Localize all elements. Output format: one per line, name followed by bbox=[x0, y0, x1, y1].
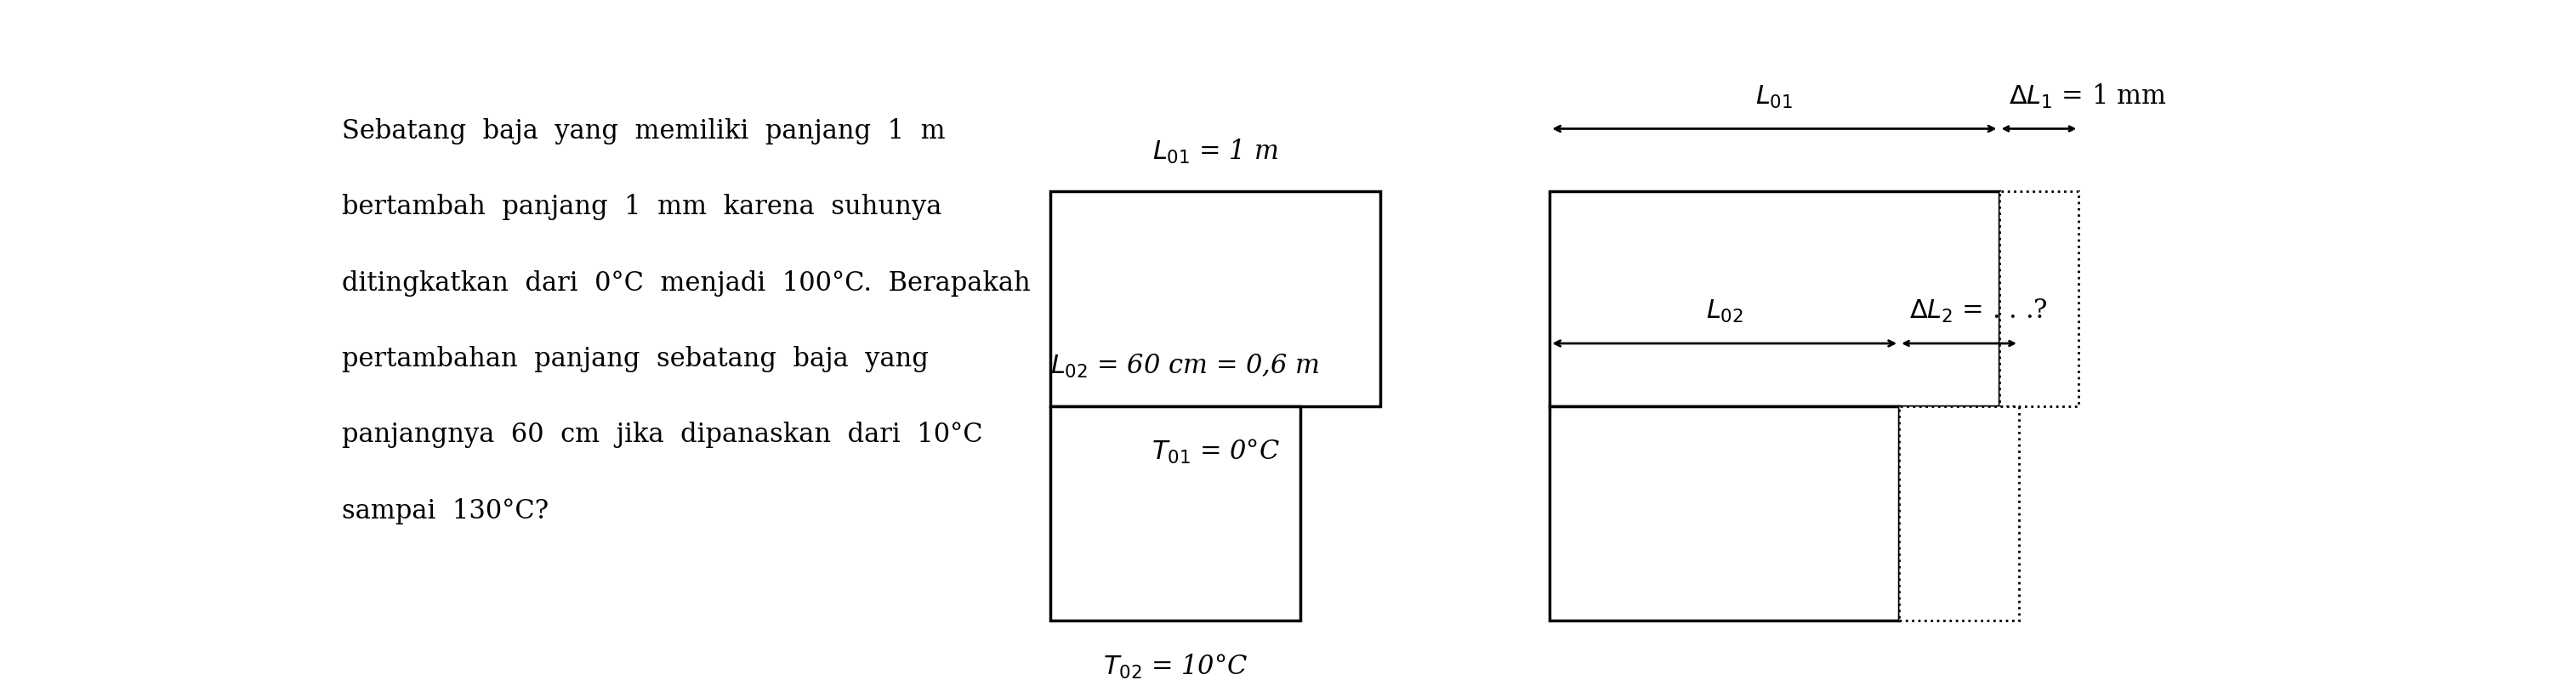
Text: $\mathit{T}_{02}$ = 10°C: $\mathit{T}_{02}$ = 10°C bbox=[1103, 652, 1247, 680]
Text: bertambah  panjang  1  mm  karena  suhunya: bertambah panjang 1 mm karena suhunya bbox=[343, 194, 943, 220]
Text: $\Delta L_2$ = . . .?: $\Delta L_2$ = . . .? bbox=[1909, 298, 2048, 325]
Text: $\Delta L_1$ = 1 mm: $\Delta L_1$ = 1 mm bbox=[2009, 82, 2166, 110]
Bar bbox=[1551, 406, 1899, 621]
Bar bbox=[1051, 192, 1381, 406]
Text: pertambahan  panjang  sebatang  baja  yang: pertambahan panjang sebatang baja yang bbox=[343, 346, 930, 373]
Bar bbox=[1999, 192, 2079, 406]
Text: $\mathit{T}_{01}$ = 0°C: $\mathit{T}_{01}$ = 0°C bbox=[1151, 438, 1280, 466]
Bar bbox=[1551, 192, 1999, 406]
Text: panjangnya  60  cm  jika  dipanaskan  dari  10°C: panjangnya 60 cm jika dipanaskan dari 10… bbox=[343, 422, 984, 448]
Text: ditingkatkan  dari  0°C  menjadi  100°C.  Berapakah: ditingkatkan dari 0°C menjadi 100°C. Ber… bbox=[343, 270, 1030, 296]
Text: $L_{02}$: $L_{02}$ bbox=[1705, 299, 1744, 325]
Text: Sebatang  baja  yang  memiliki  panjang  1  m: Sebatang baja yang memiliki panjang 1 m bbox=[343, 118, 945, 145]
Text: sampai  130°C?: sampai 130°C? bbox=[343, 498, 549, 524]
Text: $L_{01}$: $L_{01}$ bbox=[1757, 84, 1793, 110]
Bar bbox=[1051, 406, 1301, 621]
Text: $L_{01}$ = 1 m: $L_{01}$ = 1 m bbox=[1151, 137, 1278, 165]
Bar bbox=[1899, 406, 2020, 621]
Text: $L_{02}$ = 60 cm = 0,6 m: $L_{02}$ = 60 cm = 0,6 m bbox=[1051, 353, 1319, 380]
